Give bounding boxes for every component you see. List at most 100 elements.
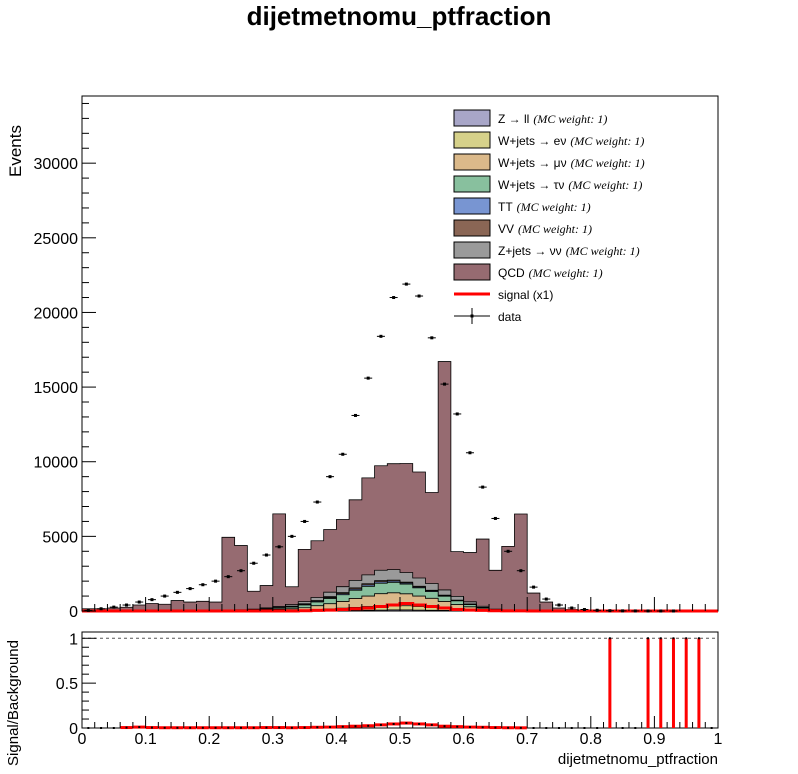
legend: Z → ll (MC weight: 1) W+jets → eν (MC weigh…	[453, 109, 645, 324]
ratio-point	[120, 726, 133, 730]
data-point	[644, 609, 653, 613]
data-point	[160, 594, 169, 598]
data-point	[580, 608, 589, 612]
ratio-point	[697, 637, 701, 728]
ratio-point	[158, 726, 171, 730]
data-point	[567, 606, 576, 610]
legend-swatch	[453, 263, 491, 281]
x-tick-label: 0.2	[198, 731, 220, 748]
ratio-point	[451, 725, 464, 729]
ratio-point	[532, 727, 535, 729]
data-point	[237, 569, 245, 573]
data-point	[593, 608, 602, 612]
data-point	[453, 412, 462, 416]
chart-title: dijetmetnomu_ptfraction	[247, 1, 552, 31]
x-tick-label: 0.9	[643, 731, 665, 748]
legend-label: QCD (MC weight: 1)	[498, 266, 603, 280]
ratio-bars	[87, 637, 713, 730]
main-y-axis: 0 5000 10000 15000 20000 25000 30000	[34, 102, 96, 621]
ratio-y-tick-label: 0.5	[56, 676, 78, 693]
ratio-point	[171, 726, 184, 730]
ratio-x-axis: 0 0.1 0.2 0.3 0.4 0.5 0.6 0.7 0.8 0.9 1	[78, 716, 723, 748]
ratio-point	[659, 637, 663, 728]
data-point	[338, 452, 347, 456]
data-point	[402, 282, 411, 286]
data-point	[109, 605, 118, 609]
ratio-plot: 00.51 0 0.1 0.2 0.3 0.4 0.5 0.6 0.7 0.8 0.9 1 Sign…	[5, 631, 723, 768]
data-point	[198, 583, 207, 587]
y-axis-label: Events	[6, 125, 25, 177]
data-point	[186, 587, 195, 591]
legend-swatch	[453, 219, 491, 237]
ratio-point	[100, 727, 103, 729]
x-tick-label: 0.3	[262, 731, 284, 748]
ratio-point	[463, 725, 476, 729]
x-tick-label: 0.7	[516, 731, 538, 748]
legend-entry: VV (MC weight: 1)	[453, 219, 592, 237]
legend-swatch	[453, 131, 491, 149]
data-point	[326, 475, 335, 479]
data-point	[389, 296, 398, 300]
data-point	[440, 382, 449, 386]
y-tick-label: 0	[69, 604, 78, 621]
ratio-point	[222, 726, 235, 730]
data-point	[605, 609, 614, 613]
data-point	[287, 534, 296, 538]
ratio-point	[387, 722, 400, 726]
ratio-point	[184, 726, 197, 730]
y-tick-label: 20000	[34, 305, 79, 322]
ratio-point	[273, 726, 286, 730]
legend-entry: data	[454, 308, 522, 324]
ratio-point	[570, 727, 573, 729]
data-point	[364, 376, 373, 380]
x-axis-label: dijetmetnomu_ptfraction	[558, 751, 718, 768]
legend-label: W+jets → eν (MC weight: 1)	[498, 134, 644, 148]
y-tick-label: 25000	[34, 231, 79, 248]
legend-label: TT (MC weight: 1)	[498, 200, 591, 214]
data-point	[313, 500, 322, 504]
data-point	[135, 600, 144, 604]
ratio-point	[425, 723, 438, 727]
ratio-point	[413, 722, 426, 726]
ratio-y-tick-label: 1	[69, 631, 78, 648]
main-x-axis	[81, 597, 719, 611]
ratio-point	[514, 726, 527, 730]
ratio-point	[133, 725, 146, 729]
ratio-point	[196, 726, 209, 730]
data-point	[275, 545, 284, 549]
data-point	[491, 516, 500, 520]
legend-entry: W+jets → eν (MC weight: 1)	[453, 131, 644, 149]
legend-label: Z+jets → νν (MC weight: 1)	[498, 244, 640, 258]
data-point	[427, 336, 436, 340]
legend-swatch	[453, 241, 491, 259]
legend-swatch	[453, 197, 491, 215]
data-point	[173, 590, 182, 594]
x-tick-label: 0.1	[134, 731, 156, 748]
ratio-point	[362, 724, 375, 728]
data-point	[656, 609, 665, 613]
data-point	[211, 579, 220, 583]
ratio-point	[634, 727, 637, 729]
x-tick-label: 0.8	[580, 731, 602, 748]
ratio-point	[489, 726, 502, 730]
legend-label: W+jets → μν (MC weight: 1)	[498, 156, 645, 170]
data-point	[249, 561, 258, 565]
data-point	[122, 603, 131, 607]
ratio-plot-frame	[81, 631, 719, 729]
legend-label: VV (MC weight: 1)	[498, 222, 592, 236]
legend-entry: Z+jets → νν (MC weight: 1)	[453, 241, 640, 259]
ratio-point	[349, 724, 362, 728]
ratio-point	[646, 637, 650, 728]
y-tick-label: 15000	[34, 380, 79, 397]
data-point	[542, 597, 551, 601]
ratio-point	[209, 726, 222, 730]
ratio-point	[311, 725, 324, 729]
ratio-point	[671, 637, 675, 728]
ratio-point	[502, 726, 515, 730]
data-point	[478, 485, 487, 489]
ratio-point	[710, 727, 713, 729]
ratio-point	[260, 726, 273, 730]
ratio-point	[545, 727, 548, 729]
x-tick-label: 0.4	[325, 731, 347, 748]
